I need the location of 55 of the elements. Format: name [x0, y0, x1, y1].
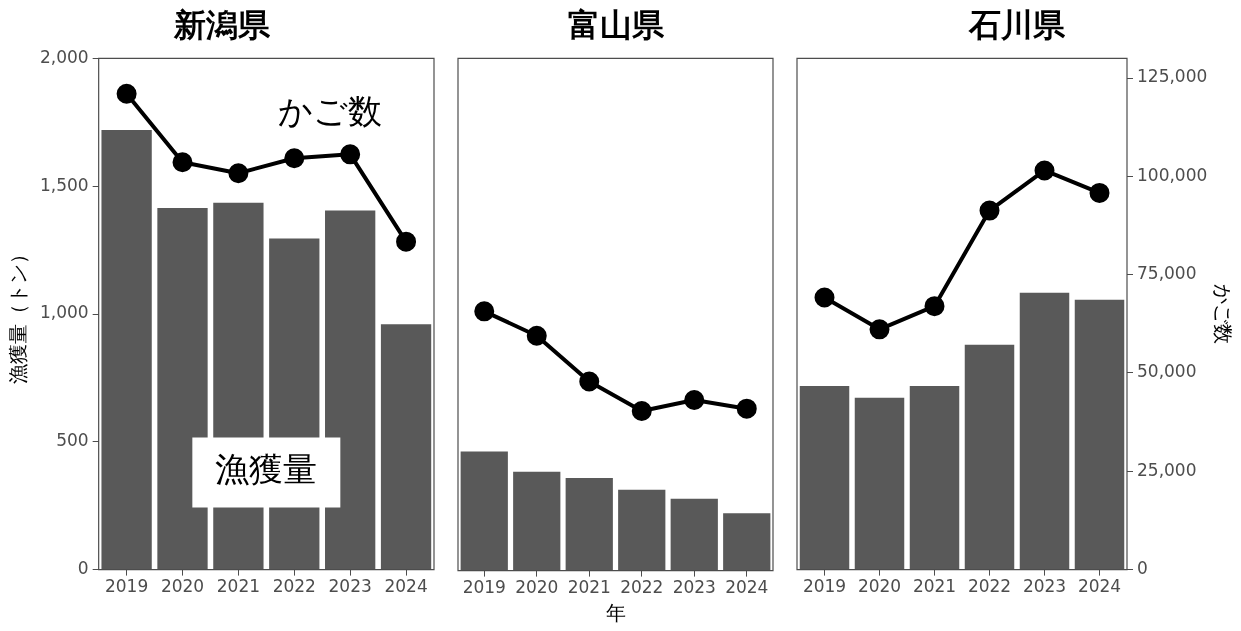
y-tick-label: 2,000 [40, 46, 89, 67]
point [1034, 160, 1055, 181]
y2-tick-label: 25,000 [1137, 459, 1197, 480]
y2-tick-label: 125,000 [1137, 66, 1208, 87]
point [924, 296, 945, 317]
point [631, 401, 652, 422]
x-tick-label: 2024 [725, 577, 769, 598]
y2-tick-label: 75,000 [1137, 263, 1197, 284]
point [684, 390, 705, 410]
x-tick-label: 2023 [328, 576, 372, 597]
x-tick-label: 2021 [912, 576, 957, 597]
point [172, 152, 193, 173]
y2-tick-label: 100,000 [1137, 164, 1208, 185]
point [979, 200, 1000, 221]
y-tick-label: 1,500 [40, 174, 89, 195]
point [396, 231, 417, 252]
point [736, 398, 757, 419]
y2-tick-label: 0 [1137, 558, 1148, 579]
point [284, 148, 305, 169]
y-tick-label: 0 [77, 558, 89, 579]
x-tick-label: 2021 [216, 576, 261, 597]
y-tick-label: 500 [56, 430, 89, 451]
x-tick-label: 2022 [620, 577, 664, 598]
chart-title: 石川県 [968, 5, 1066, 44]
point [526, 325, 547, 346]
point [474, 301, 495, 322]
y2-tick-label: 50,000 [1137, 361, 1197, 382]
point [340, 144, 361, 165]
x-tick-label: 2019 [462, 577, 506, 598]
x-tick-label: 2023 [672, 577, 716, 598]
x-tick-label: 2024 [384, 576, 428, 597]
y-axis-title: 漁獲量（トン） [6, 244, 31, 384]
point [579, 371, 600, 392]
x-tick-label: 2022 [272, 576, 316, 597]
y2-axis-title: かご数 [1210, 284, 1235, 344]
x-tick-label: 2019 [802, 576, 847, 597]
point [869, 319, 890, 340]
point [1089, 182, 1110, 203]
point [116, 83, 137, 104]
x-tick-label: 2020 [160, 576, 205, 597]
series-label: かご数 [278, 91, 383, 132]
x-tick-label: 2020 [515, 577, 559, 598]
point [814, 287, 835, 308]
chart-title: 新潟県 [173, 5, 271, 44]
x-tick-label: 2020 [857, 576, 902, 597]
x-tick-label: 2024 [1077, 576, 1122, 597]
y-tick-label: 1,000 [40, 302, 89, 323]
series-label: 漁獲量 [215, 449, 318, 490]
x-axis-title: 年 [605, 601, 626, 626]
chart-title: 富山県 [567, 5, 665, 44]
x-tick-label: 2021 [567, 577, 611, 598]
point [228, 163, 249, 184]
x-tick-label: 2019 [104, 576, 149, 597]
x-tick-label: 2023 [1022, 576, 1067, 597]
x-tick-label: 2022 [967, 576, 1012, 597]
